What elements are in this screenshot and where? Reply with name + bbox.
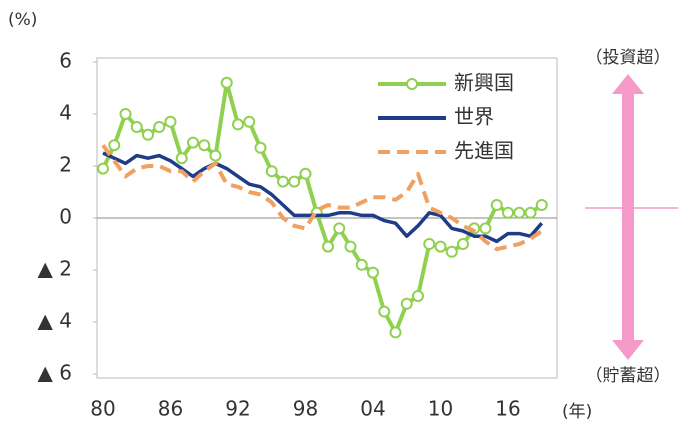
marker bbox=[400, 297, 413, 310]
series-line bbox=[101, 144, 543, 252]
marker bbox=[457, 238, 469, 250]
marker bbox=[434, 240, 447, 253]
y-axis-label: (%) bbox=[8, 10, 37, 30]
marker bbox=[119, 108, 132, 120]
marker bbox=[142, 128, 154, 141]
marker bbox=[108, 139, 121, 152]
y-tick-label: 2 bbox=[59, 153, 72, 177]
marker bbox=[164, 115, 177, 128]
y-tick-label: 0 bbox=[59, 205, 72, 229]
x-tick-label: 80 bbox=[90, 397, 115, 421]
marker bbox=[277, 175, 289, 188]
marker bbox=[288, 175, 301, 188]
marker bbox=[265, 165, 278, 178]
marker bbox=[220, 76, 233, 89]
legend-label: 先進国 bbox=[454, 139, 514, 163]
annotation: （投資超） bbox=[586, 48, 671, 68]
x-tick-label: 92 bbox=[225, 397, 250, 421]
series-line bbox=[101, 80, 543, 335]
series-line bbox=[102, 151, 544, 244]
marker bbox=[524, 206, 537, 219]
y-tick-label: ▲ 6 bbox=[38, 361, 72, 385]
marker bbox=[502, 206, 514, 219]
x-tick-label: 86 bbox=[158, 397, 183, 421]
marker bbox=[355, 258, 368, 271]
marker bbox=[232, 118, 244, 131]
marker bbox=[389, 326, 402, 339]
marker bbox=[378, 305, 391, 318]
marker bbox=[97, 162, 109, 175]
x-tick-label: 16 bbox=[495, 397, 520, 421]
marker bbox=[243, 115, 256, 128]
marker bbox=[423, 238, 436, 250]
arrow-head bbox=[612, 340, 644, 360]
y-tick-label: 6 bbox=[59, 49, 72, 73]
legend-marker bbox=[406, 78, 418, 90]
marker bbox=[198, 139, 211, 152]
marker bbox=[153, 121, 166, 133]
marker bbox=[412, 290, 424, 302]
x-tick-label: 10 bbox=[428, 397, 453, 421]
legend-label: 新興国 bbox=[454, 71, 514, 95]
marker bbox=[445, 245, 458, 258]
arrow-head bbox=[612, 74, 644, 94]
marker bbox=[367, 266, 379, 279]
marker bbox=[254, 141, 267, 154]
x-tick-label: 98 bbox=[293, 397, 318, 421]
marker bbox=[175, 152, 188, 165]
marker bbox=[333, 222, 346, 235]
y-tick-label: 4 bbox=[59, 101, 72, 125]
x-tick-label: 04 bbox=[360, 397, 385, 421]
marker bbox=[344, 240, 357, 253]
marker bbox=[209, 149, 222, 162]
marker bbox=[130, 121, 143, 133]
y-tick-label: ▲ 2 bbox=[38, 257, 72, 281]
x-axis-label: (年) bbox=[562, 402, 592, 422]
y-tick-label: ▲ 4 bbox=[38, 309, 72, 333]
marker bbox=[490, 199, 503, 211]
marker bbox=[187, 136, 199, 149]
marker bbox=[513, 206, 526, 219]
annotation: （貯蓄超） bbox=[586, 366, 671, 386]
legend-label: 世界 bbox=[454, 105, 494, 129]
marker bbox=[479, 222, 492, 235]
marker bbox=[535, 199, 548, 211]
marker bbox=[322, 240, 334, 253]
marker bbox=[299, 167, 312, 180]
